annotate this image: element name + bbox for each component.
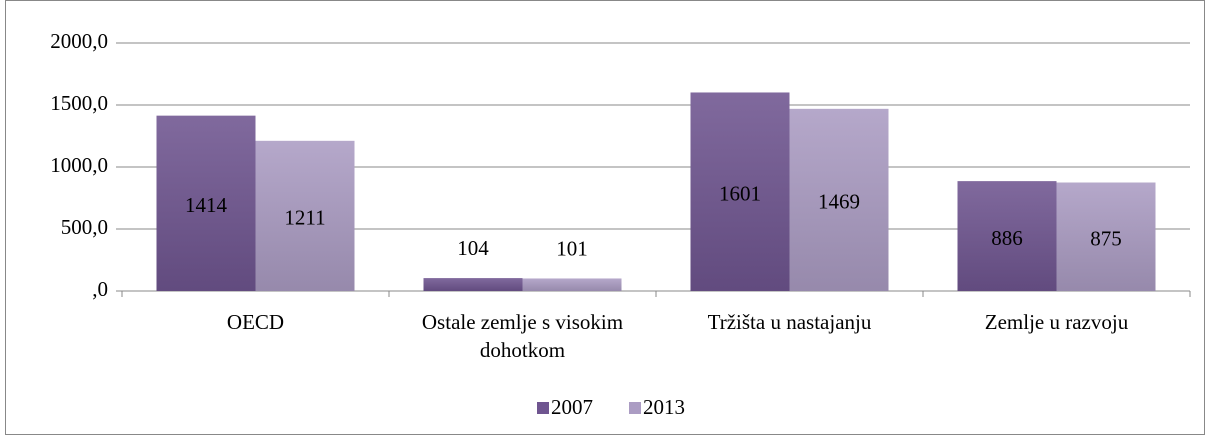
bar-shade [156, 115, 256, 291]
data-label: 875 [1090, 227, 1122, 251]
data-label: 1414 [185, 193, 228, 217]
bar-shade [255, 140, 355, 291]
legend-label: 2013 [643, 395, 685, 419]
data-label: 104 [457, 236, 489, 260]
data-label: 1211 [284, 206, 325, 230]
x-tick-label: Ostale zemlje s visokim dohotkom [421, 310, 624, 362]
y-tick-label: 2000,0 [50, 29, 108, 53]
data-label: 1469 [818, 190, 860, 214]
y-tick-label: ,0 [92, 277, 108, 301]
bar-shade [789, 108, 889, 292]
legend-swatch [629, 402, 641, 414]
x-tick-label: Zemlje u razvoju [984, 310, 1129, 334]
x-tick-label: Tržišta u nastajanju [707, 310, 872, 334]
y-tick-label: 1000,0 [50, 153, 108, 177]
legend-label: 2007 [551, 395, 593, 419]
y-tick-label: 500,0 [61, 215, 108, 239]
bar-shade [423, 278, 523, 291]
legend-swatch [537, 402, 549, 414]
data-label: 886 [991, 226, 1023, 250]
x-tick-label: OECD [226, 310, 285, 334]
y-tick-label: 1500,0 [50, 91, 108, 115]
bar-shade [957, 181, 1057, 291]
bar-shade [1056, 182, 1156, 291]
data-label: 1601 [719, 182, 761, 206]
bar-shade [690, 92, 790, 291]
data-label: 101 [556, 236, 588, 260]
chart-border [5, 0, 1205, 435]
bar-shade [522, 278, 622, 291]
